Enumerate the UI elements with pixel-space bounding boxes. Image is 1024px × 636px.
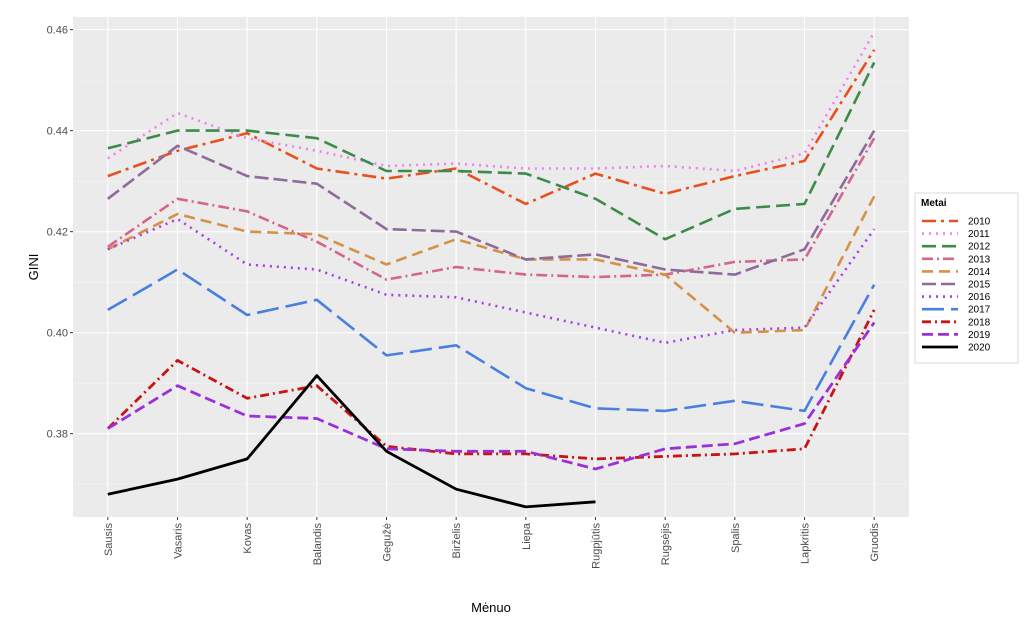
- legend-box: [914, 192, 1019, 364]
- x-tick-label: Gruodis: [869, 523, 881, 562]
- series-line-2012: [107, 61, 876, 241]
- series-line-2019: [107, 321, 876, 471]
- series-line-2013: [107, 137, 876, 281]
- series-line-2015: [107, 129, 876, 276]
- minor-gridlines: [73, 79, 909, 485]
- major-gridlines: [73, 17, 909, 517]
- x-tick-label: Sausis: [103, 523, 115, 557]
- y-tick-label: 0.46: [47, 25, 68, 37]
- x-tick-label: Birželis: [451, 523, 463, 559]
- legend-label-2018: 2018: [968, 317, 991, 328]
- legend-label-2020: 2020: [968, 343, 991, 354]
- y-axis: 0.38 0.40 0.42 0.44 0.46: [47, 25, 73, 441]
- series-line-2020: [107, 374, 596, 509]
- x-axis-title: Mėnuo: [471, 600, 511, 615]
- plot-panel: [73, 17, 909, 517]
- series-line-2014: [107, 195, 876, 335]
- legend-label-2012: 2012: [968, 242, 991, 253]
- x-tick-label: Kovas: [242, 523, 254, 554]
- x-tick-label: Rugsėjis: [660, 523, 672, 566]
- series-line-2010: [107, 49, 876, 206]
- series-line-2018: [106, 309, 876, 461]
- legend-title: Metai: [921, 198, 947, 209]
- legend-label-2011: 2011: [968, 229, 990, 240]
- series-line-2017: [107, 268, 876, 413]
- x-tick-label: Lapkritis: [800, 523, 812, 564]
- x-axis: Sausis Vasaris Kovas Balandis Gegužė Birželis…: [103, 517, 881, 569]
- y-tick-label: 0.38: [47, 429, 68, 441]
- x-tick-label: Liepa: [521, 522, 533, 550]
- legend-label-2014: 2014: [968, 267, 991, 278]
- x-tick-label: Balandis: [312, 523, 324, 566]
- x-tick-label: Spalis: [730, 523, 742, 553]
- legend-label-2017: 2017: [968, 305, 991, 316]
- y-axis-title: GINI: [26, 254, 41, 281]
- legend-label-2013: 2013: [968, 254, 991, 265]
- legend-label-2010: 2010: [968, 217, 991, 228]
- legend-label-2015: 2015: [968, 280, 991, 291]
- y-tick-label: 0.42: [47, 227, 68, 239]
- legend-label-2019: 2019: [968, 330, 991, 341]
- y-tick-label: 0.44: [47, 126, 68, 138]
- x-tick-label: Rugpjūtis: [591, 523, 603, 569]
- y-tick-label: 0.40: [47, 328, 68, 340]
- x-tick-label: Vasaris: [173, 523, 185, 559]
- legend: Metai 2010201120122013201420152016201720…: [914, 192, 1019, 364]
- x-tick-label: Gegužė: [382, 523, 394, 562]
- legend-label-2016: 2016: [968, 292, 991, 303]
- series-lines: [106, 31, 876, 509]
